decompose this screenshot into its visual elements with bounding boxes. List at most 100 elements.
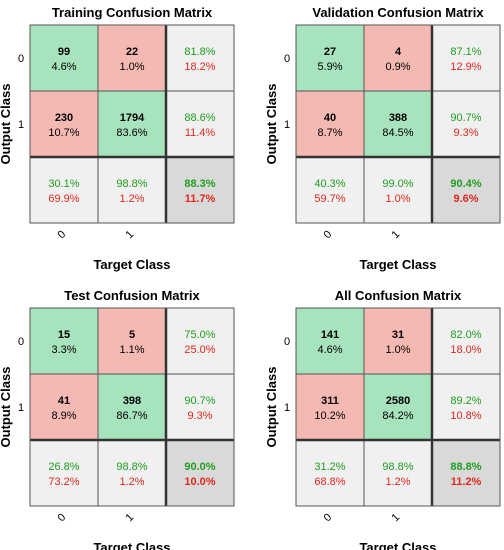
row-accuracy: 88.6% — [184, 112, 215, 124]
cell-percent: 1.0% — [119, 61, 144, 73]
overall-error: 10.0% — [184, 476, 215, 488]
column-accuracy: 30.1% — [48, 178, 79, 190]
x-tick-label: 0 — [55, 511, 68, 524]
cell-percent: 83.6% — [116, 127, 147, 139]
matrix-cell — [431, 24, 501, 92]
matrix-cell — [165, 90, 235, 158]
chart-title: Validation Confusion Matrix — [312, 5, 484, 20]
column-accuracy: 98.8% — [116, 178, 147, 190]
matrix-frame — [295, 307, 501, 507]
matrix-cell — [97, 24, 167, 92]
matrix-cell — [363, 373, 433, 441]
matrix-cell — [363, 156, 433, 224]
matrix-frame — [29, 307, 235, 507]
cell-percent: 3.3% — [51, 344, 76, 356]
matrix-cell — [165, 24, 235, 92]
cell-count: 15 — [58, 329, 70, 341]
overall-error: 9.6% — [453, 193, 478, 205]
cell-count: 388 — [389, 112, 407, 124]
matrix-cell — [295, 307, 365, 375]
row-error: 25.0% — [184, 344, 215, 356]
column-accuracy: 31.2% — [314, 461, 345, 473]
column-error: 69.9% — [48, 193, 79, 205]
cell-percent: 4.6% — [317, 344, 342, 356]
x-axis-label: Target Class — [359, 540, 436, 550]
cell-count: 31 — [392, 329, 404, 341]
cell-percent: 8.9% — [51, 410, 76, 422]
matrix-cell — [431, 373, 501, 441]
x-axis-label: Target Class — [93, 540, 170, 550]
column-error: 59.7% — [314, 193, 345, 205]
x-tick-label: 1 — [389, 511, 402, 524]
matrix-cell — [97, 439, 167, 507]
chart-title: Test Confusion Matrix — [64, 288, 200, 303]
row-error: 18.0% — [450, 344, 481, 356]
cell-count: 22 — [126, 46, 138, 58]
matrix-cell — [295, 24, 365, 92]
row-error: 9.3% — [453, 127, 478, 139]
y-tick-label: 0 — [284, 53, 290, 65]
cell-percent: 84.5% — [382, 127, 413, 139]
overall-accuracy: 88.8% — [450, 461, 481, 473]
x-tick-label: 0 — [321, 511, 334, 524]
cell-count: 398 — [123, 395, 141, 407]
column-error: 1.2% — [119, 193, 144, 205]
matrix-cell — [431, 156, 501, 224]
matrix-cell — [431, 439, 501, 507]
y-axis-label: Output Class — [0, 367, 13, 448]
column-accuracy: 98.8% — [382, 461, 413, 473]
y-tick-label: 1 — [284, 119, 290, 131]
overall-error: 11.2% — [451, 476, 482, 488]
matrix-cell — [431, 307, 501, 375]
confusion-matrix-panel: Validation Confusion Matrix 27 5.9% 4 0.9% 40… — [264, 5, 501, 272]
cell-count: 141 — [321, 329, 339, 341]
chart-title: Training Confusion Matrix — [52, 5, 213, 20]
row-error: 12.9% — [450, 61, 481, 73]
cell-percent: 4.6% — [51, 61, 76, 73]
matrix-cell — [29, 24, 99, 92]
y-axis-label: Output Class — [0, 84, 13, 165]
y-axis-label: Output Class — [264, 367, 279, 448]
matrix-cell — [29, 90, 99, 158]
row-error: 9.3% — [187, 410, 212, 422]
matrix-cell — [29, 373, 99, 441]
cell-count: 41 — [58, 395, 70, 407]
column-accuracy: 98.8% — [116, 461, 147, 473]
matrix-cell — [29, 156, 99, 224]
cell-percent: 0.9% — [385, 61, 410, 73]
x-tick-label: 0 — [55, 228, 68, 241]
overall-accuracy: 90.4% — [450, 178, 481, 190]
x-tick-label: 1 — [123, 511, 136, 524]
cell-count: 4 — [395, 46, 402, 58]
matrix-cell — [431, 90, 501, 158]
matrix-cell — [165, 439, 235, 507]
confusion-matrix-panel: Training Confusion Matrix 99 4.6% 22 1.0% 230… — [0, 5, 235, 272]
matrix-cell — [97, 156, 167, 224]
column-error: 73.2% — [48, 476, 79, 488]
row-accuracy: 75.0% — [184, 329, 215, 341]
matrix-cell — [165, 156, 235, 224]
matrix-cell — [295, 439, 365, 507]
matrix-cell — [165, 373, 235, 441]
matrix-cell — [165, 307, 235, 375]
matrix-cell — [295, 90, 365, 158]
matrix-cell — [295, 156, 365, 224]
y-tick-label: 1 — [18, 402, 24, 414]
column-error: 68.8% — [314, 476, 345, 488]
overall-accuracy: 88.3% — [184, 178, 215, 190]
cell-count: 2580 — [386, 395, 410, 407]
matrix-cell — [97, 373, 167, 441]
column-error: 1.0% — [385, 193, 410, 205]
row-error: 18.2% — [184, 61, 215, 73]
matrix-cell — [97, 307, 167, 375]
cell-count: 27 — [324, 46, 336, 58]
confusion-matrix-panel: All Confusion Matrix 141 4.6% 31 1.0% 311 10.2… — [264, 288, 501, 550]
column-accuracy: 99.0% — [382, 178, 413, 190]
y-axis-label: Output Class — [264, 84, 279, 165]
matrix-cell — [29, 307, 99, 375]
matrix-cell — [363, 90, 433, 158]
matrix-frame — [295, 24, 501, 224]
overall-accuracy: 90.0% — [184, 461, 215, 473]
cell-percent: 84.2% — [382, 410, 413, 422]
